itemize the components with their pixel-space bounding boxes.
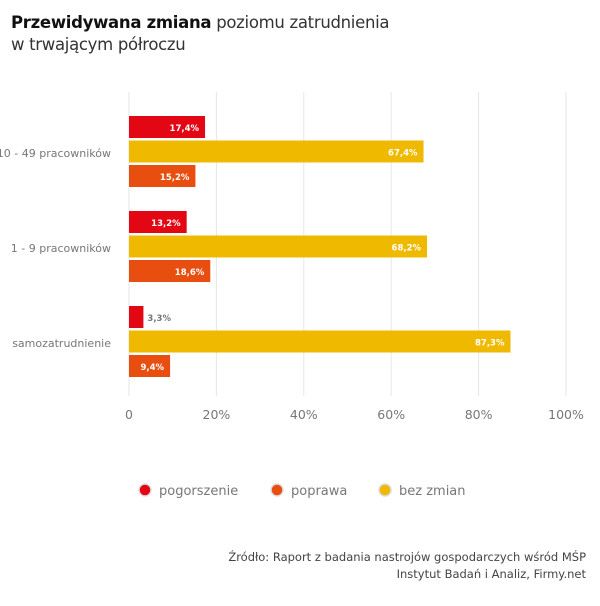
- chart-title-bold: Przewidywana zmiana: [11, 13, 212, 32]
- legend-marker-poprawa: [270, 483, 284, 497]
- x-tick-label: 100%: [548, 407, 584, 422]
- x-tick-label: 60%: [377, 407, 405, 422]
- data-label: 3,3%: [147, 314, 171, 324]
- source-line-2: Instytut Badań i Analiz, Firmy.net: [396, 567, 586, 581]
- data-label: 18,6%: [175, 268, 205, 278]
- x-tick-label: 80%: [465, 407, 493, 422]
- bar-pogorszenie: [129, 116, 206, 138]
- legend-label: bez zmian: [399, 484, 466, 499]
- bar-bez-zmian: [129, 140, 424, 163]
- category-label: samozatrudnienie: [12, 337, 111, 350]
- chart-title: Przewidywana zmiana poziomu zatrudnienia…: [11, 12, 390, 56]
- data-label: 15,2%: [160, 173, 190, 183]
- x-tick-label: 40%: [290, 407, 318, 422]
- source-note: Źródło: Raport z badania nastrojów gospo…: [228, 549, 586, 583]
- bar-bez-zmian: [129, 235, 428, 258]
- data-label: 87,3%: [475, 339, 505, 349]
- bar-poprawa: [129, 355, 171, 377]
- data-label: 68,2%: [392, 244, 422, 254]
- legend-marker-pogorszenie: [138, 483, 152, 497]
- category-label: 10 - 49 pracowników: [0, 147, 111, 160]
- x-tick-label: 0: [125, 407, 133, 422]
- chart-title-line2: w trwającym półroczu: [11, 35, 186, 54]
- legend-marker-bez-zmian: [378, 483, 392, 497]
- bar-bez-zmian: [129, 330, 511, 353]
- data-label: 13,2%: [151, 219, 181, 229]
- bar-pogorszenie: [129, 306, 144, 328]
- legend-label: poprawa: [291, 484, 347, 499]
- data-label: 67,4%: [388, 149, 418, 159]
- bar-poprawa: [129, 260, 211, 282]
- x-tick-label: 20%: [203, 407, 231, 422]
- source-line-1: Źródło: Raport z badania nastrojów gospo…: [228, 550, 586, 564]
- data-label: 17,4%: [170, 124, 200, 134]
- bar-pogorszenie: [129, 211, 187, 233]
- data-label: 9,4%: [140, 363, 164, 373]
- category-label: 1 - 9 pracowników: [11, 242, 111, 255]
- bar-poprawa: [129, 165, 196, 187]
- chart-title-rest: poziomu zatrudnienia: [211, 13, 390, 32]
- legend-label: pogorszenie: [159, 484, 238, 499]
